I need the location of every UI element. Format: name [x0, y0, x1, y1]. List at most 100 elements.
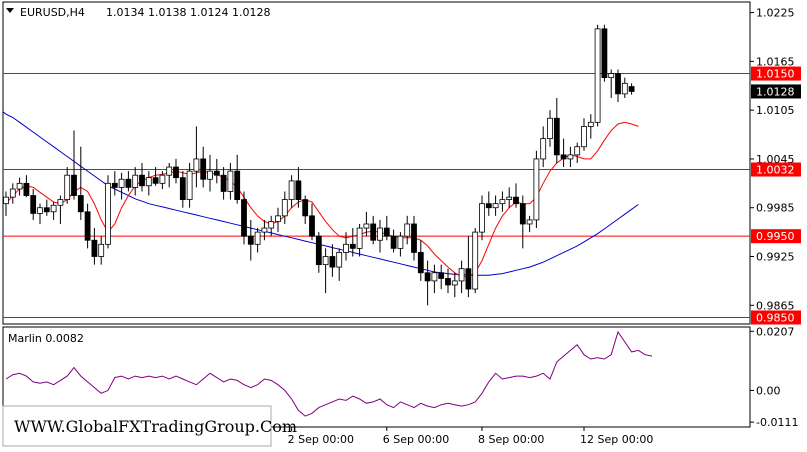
candle-body-up: [533, 158, 540, 221]
candle: [105, 175, 111, 249]
candle: [9, 183, 16, 204]
indicator-plot-frame: [2, 326, 751, 428]
candle: [207, 154, 213, 192]
candle-body-up: [64, 174, 71, 200]
candle-body-up: [227, 170, 234, 192]
candle-body-up: [57, 199, 64, 206]
candle: [227, 163, 234, 200]
candle: [50, 202, 57, 220]
level-tag-label: 1.0032: [756, 164, 795, 177]
candle: [145, 171, 152, 196]
level-tag-label: 0.9950: [756, 230, 795, 243]
candle: [533, 150, 540, 229]
candle-body-down: [424, 272, 431, 282]
candle: [383, 215, 390, 241]
candle: [220, 167, 227, 200]
indicator-label: Marlin 0.0082: [8, 332, 84, 345]
candle-body-up: [581, 126, 587, 148]
candle: [370, 215, 377, 245]
candle-body-up: [567, 154, 574, 160]
candle: [3, 191, 9, 216]
candle-body-down: [445, 278, 451, 286]
candle-body-down: [173, 166, 179, 179]
candle: [411, 215, 417, 261]
indicator-tick-label: 0.0207: [756, 325, 795, 338]
current-price-tag: [751, 84, 801, 99]
candle: [261, 219, 268, 241]
time-tick-label: 12 Sep 00:00: [580, 433, 653, 446]
candle: [594, 24, 601, 127]
candle-body-up: [479, 203, 485, 233]
indicator-series: [5, 330, 653, 417]
candle-body-up: [322, 256, 329, 266]
candle: [587, 114, 594, 139]
candle: [166, 163, 173, 188]
candle: [64, 167, 71, 204]
candle: [356, 223, 363, 257]
candle-body-up: [547, 117, 553, 140]
candle: [118, 172, 125, 200]
candle: [540, 126, 547, 168]
candle-body-down: [370, 223, 377, 241]
candle: [458, 260, 465, 294]
candle-body-down: [560, 154, 567, 160]
main-plot-frame: [2, 1, 751, 325]
candle: [560, 138, 567, 168]
price-tick-label: 1.0225: [756, 7, 795, 20]
candle: [343, 232, 349, 261]
candle: [254, 228, 261, 253]
candle-body-down: [329, 256, 336, 268]
time-tick-label: 8 Sep 00:00: [478, 433, 544, 446]
candle: [574, 142, 581, 163]
candle-body-up: [166, 166, 173, 176]
indicator-tick-label: 0.00: [756, 384, 781, 397]
candle: [213, 158, 220, 184]
candle: [506, 187, 513, 208]
candle: [485, 191, 492, 216]
price-tick-label: 1.0105: [756, 104, 795, 117]
candle: [309, 203, 315, 241]
candle-body-down: [349, 243, 356, 249]
symbol-label: EURUSD,H4: [20, 6, 85, 19]
candle: [30, 189, 37, 220]
candle-body-down: [220, 174, 227, 192]
close-value: 1.0128: [232, 6, 271, 19]
candle: [526, 215, 533, 233]
candle: [139, 163, 145, 192]
dropdown-triangle-icon[interactable]: [6, 8, 14, 13]
candle: [23, 175, 30, 198]
candle: [472, 228, 479, 294]
candle: [315, 232, 322, 273]
candle-body-down: [628, 86, 635, 92]
candle: [397, 232, 404, 257]
candle: [451, 272, 458, 298]
candle-body-down: [601, 28, 608, 79]
candle-body-up: [336, 252, 343, 268]
watermark-box: [2, 405, 272, 447]
candle-body-up: [50, 204, 57, 213]
candle-body-down: [513, 196, 519, 205]
candle: [152, 167, 159, 186]
candle-body-down: [383, 227, 390, 237]
candle-body-up: [145, 177, 152, 187]
candle-body-up: [526, 219, 533, 225]
level-tag: [751, 229, 801, 244]
price-tick-label: 1.0165: [756, 55, 795, 68]
candle-body-down: [438, 272, 445, 279]
candle-body-down: [30, 195, 37, 214]
candle: [91, 228, 98, 265]
time-tick-label: 2 Sep 00:00: [288, 433, 354, 446]
candle: [492, 195, 499, 216]
candle: [234, 154, 241, 204]
candle-body-up: [159, 174, 166, 184]
candle: [479, 195, 485, 241]
candle-body-down: [302, 199, 309, 217]
candle-body-up: [3, 196, 9, 205]
candle: [125, 171, 132, 192]
candle: [438, 264, 445, 290]
watermark-text: WWW.GlobalFXTradingGroup.Com: [14, 417, 297, 436]
candle: [247, 219, 254, 261]
candle: [363, 211, 370, 237]
candle-body-down: [84, 211, 91, 241]
